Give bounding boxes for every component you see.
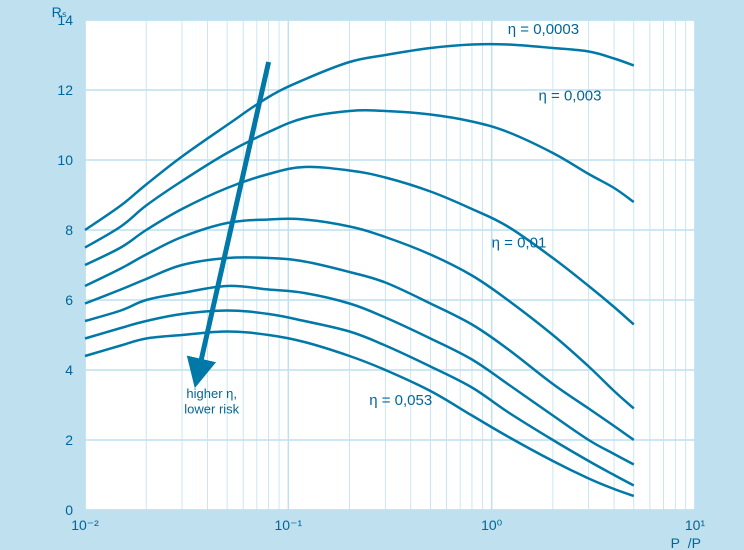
chart-container: { "chart": { "type": "line", "background… (0, 0, 744, 550)
ytick-label: 12 (57, 82, 73, 98)
curve-label-0: η = 0,0003 (508, 21, 579, 38)
xtick-label: 10⁰ (481, 517, 503, 533)
y-axis-label: Rₛ (52, 4, 67, 20)
curve-label-3: η = 0,01 (492, 235, 547, 252)
ytick-label: 0 (65, 502, 73, 518)
ytick-label: 4 (65, 362, 73, 378)
curve-label-1: η = 0,003 (539, 88, 602, 105)
annotation-text: higher η,lower risk (184, 386, 239, 417)
ytick-label: 10 (57, 152, 73, 168)
xtick-label: 10⁻² (71, 517, 99, 533)
xtick-label: 10⁻¹ (275, 517, 303, 533)
ytick-label: 8 (65, 222, 73, 238)
ytick-label: 6 (65, 292, 73, 308)
xtick-label: 10¹ (685, 517, 706, 533)
x-axis-label: P_/P (671, 535, 701, 550)
risk-curves-chart: η = 0,0003 η = 0,003 η = 0,01 η = 0,053 high… (0, 0, 744, 550)
plot-area (85, 20, 695, 510)
curve-label-7: η = 0,053 (369, 392, 432, 409)
ytick-label: 2 (65, 432, 73, 448)
